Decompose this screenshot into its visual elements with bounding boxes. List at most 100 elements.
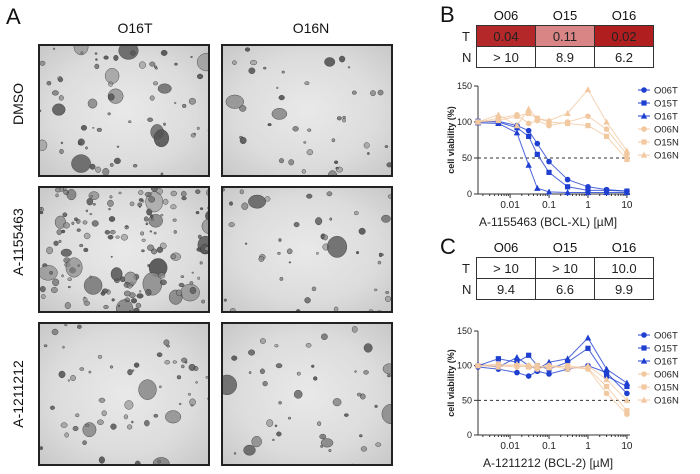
organoid-texture xyxy=(225,47,391,175)
organoid-blob xyxy=(62,188,67,191)
organoid-blob xyxy=(89,275,93,279)
data-point xyxy=(534,140,541,147)
organoid-blob xyxy=(306,193,313,199)
data-point xyxy=(564,365,571,372)
organoid-blob xyxy=(332,398,342,407)
organoid-blob xyxy=(138,198,144,202)
organoid-blob xyxy=(82,440,87,445)
organoid-blob xyxy=(64,432,69,438)
x-tick-label: 0.1 xyxy=(542,200,556,211)
data-point xyxy=(624,390,630,397)
data-point xyxy=(623,396,631,403)
organoid-blob xyxy=(264,196,271,202)
data-point xyxy=(513,129,521,136)
organoid-blob xyxy=(83,276,103,295)
organoid-blob xyxy=(172,360,177,364)
organoid-blob xyxy=(49,271,53,275)
organoid-blob xyxy=(147,117,154,122)
organoid-blob xyxy=(276,431,282,437)
organoid-blob xyxy=(149,230,153,233)
organoid-blob xyxy=(262,381,268,387)
data-point xyxy=(584,86,592,93)
organoid-blob xyxy=(127,424,133,430)
x-axis-title: A-1155463 (BCL-XL) [µM] xyxy=(479,215,617,229)
organoid-blob xyxy=(244,242,248,245)
data-point xyxy=(545,117,553,124)
chart-b: 0 50 100 150 0.01 0.1 1 10 A-1155463 (BCL-XL) [µ… xyxy=(446,81,679,229)
organoid-blob xyxy=(77,324,82,329)
organoid-blob xyxy=(120,234,128,241)
y-tick-label: 50 xyxy=(462,395,472,405)
organoid-blob xyxy=(76,228,81,232)
organoid-blob xyxy=(244,47,251,52)
organoid-blob xyxy=(52,103,66,116)
organoid-blob xyxy=(293,389,303,399)
data-point xyxy=(474,118,482,125)
organoid-blob xyxy=(259,368,265,375)
organoid-blob xyxy=(46,246,53,255)
data-point xyxy=(584,189,592,196)
organoid-blob xyxy=(139,290,142,293)
legend-label: O15T xyxy=(654,99,678,110)
organoid-blob xyxy=(381,403,391,424)
organoid-blob xyxy=(329,217,333,221)
organoid-blob xyxy=(52,278,60,287)
data-point xyxy=(525,127,532,134)
organoid-blob xyxy=(141,249,145,253)
table-b-header-o15: O15 xyxy=(552,7,578,23)
y-tick-label: 0 xyxy=(467,189,472,199)
organoid-blob xyxy=(73,46,89,56)
image-o16n-dmso xyxy=(221,44,393,177)
organoid-blob xyxy=(374,288,378,292)
organoid-blob xyxy=(204,246,208,251)
data-point xyxy=(565,184,571,190)
organoid-blob xyxy=(277,252,281,255)
organoid-blob xyxy=(292,126,299,132)
organoid-blob xyxy=(128,120,132,124)
organoid-blob xyxy=(241,202,249,210)
data-point xyxy=(565,363,571,369)
table-b-row-label: T xyxy=(462,28,470,44)
data-point xyxy=(603,189,610,196)
organoid-blob xyxy=(72,425,79,432)
organoid-blob xyxy=(278,158,284,164)
legend-marker xyxy=(640,112,648,119)
organoid-blob xyxy=(199,261,203,265)
organoid-blob xyxy=(342,115,346,119)
organoid-blob xyxy=(370,90,376,97)
data-point xyxy=(495,117,501,124)
y-tick-label: 0 xyxy=(467,430,472,440)
organoid-blob xyxy=(301,169,306,174)
x-tick-label: 1 xyxy=(585,200,591,211)
organoid-blob xyxy=(82,220,88,225)
data-point xyxy=(603,376,610,383)
organoid-blob xyxy=(116,145,120,148)
organoid-blob xyxy=(77,138,85,146)
data-point xyxy=(513,122,521,129)
organoid-blob xyxy=(87,98,98,109)
organoid-blob xyxy=(40,286,46,293)
image-o16n-a1155463 xyxy=(221,186,393,313)
organoid-blob xyxy=(288,261,292,264)
organoid-blob xyxy=(228,222,235,228)
image-o16n-a1211212 xyxy=(221,322,393,466)
y-axis-title: cell viability (%) xyxy=(446,349,456,417)
organoid-blob xyxy=(127,369,133,376)
organoid-blob xyxy=(79,243,84,248)
organoid-blob xyxy=(274,344,279,348)
organoid-blob xyxy=(109,229,116,235)
data-point xyxy=(584,362,592,369)
x-tick-label: 10 xyxy=(621,441,633,452)
organoid-blob xyxy=(311,364,315,368)
organoid-blob xyxy=(138,61,146,69)
organoid-blob xyxy=(71,221,75,225)
organoid-blob xyxy=(191,271,194,274)
organoid-blob xyxy=(327,235,348,258)
organoid-blob xyxy=(275,363,283,369)
organoid-blob xyxy=(327,170,338,175)
organoid-blob xyxy=(197,234,202,239)
organoid-blob xyxy=(195,189,201,194)
organoid-blob xyxy=(127,283,133,289)
data-point xyxy=(545,358,553,365)
chart-c: 0 50 100 150 0.01 0.1 1 10 A-1211212 (BCL-2) [µM… xyxy=(446,326,679,470)
